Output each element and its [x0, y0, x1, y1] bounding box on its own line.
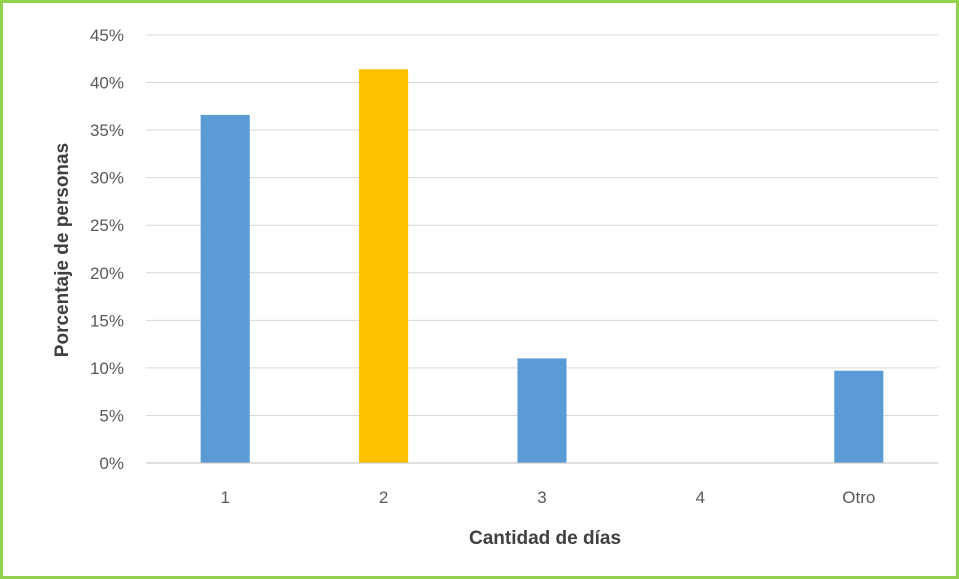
y-tick-label: 5%: [99, 406, 124, 425]
y-axis-title: Porcentaje de personas: [52, 143, 73, 357]
y-tick-label: 10%: [90, 359, 124, 378]
bar-1: [200, 114, 250, 463]
y-tick-label: 15%: [90, 311, 124, 330]
x-tick-label: 3: [537, 488, 546, 507]
y-tick-label: 0%: [99, 454, 124, 473]
x-tick-label: 2: [379, 488, 388, 507]
x-tick-label: 4: [696, 488, 705, 507]
y-tick-label: 30%: [90, 169, 124, 188]
y-tick-label: 45%: [90, 26, 124, 45]
y-tick-label: 20%: [90, 264, 124, 283]
bar-3: [517, 358, 567, 463]
y-tick-label: 35%: [90, 121, 124, 140]
bars: [200, 69, 884, 464]
gridlines: [146, 34, 938, 416]
x-tick-label: 1: [220, 488, 229, 507]
x-tick-label: Otro: [842, 488, 875, 507]
y-tick-label: 25%: [90, 216, 124, 235]
x-axis-tick-labels: 1 2 3 4 Otro: [220, 488, 875, 507]
x-axis-title: Cantidad de días: [469, 528, 621, 549]
bar-2: [359, 69, 409, 464]
y-tick-label: 40%: [90, 74, 124, 93]
bar-otro: [834, 370, 884, 463]
y-axis-tick-labels: 0% 5% 10% 15% 20% 25% 30% 35% 40% 45%: [90, 26, 124, 473]
